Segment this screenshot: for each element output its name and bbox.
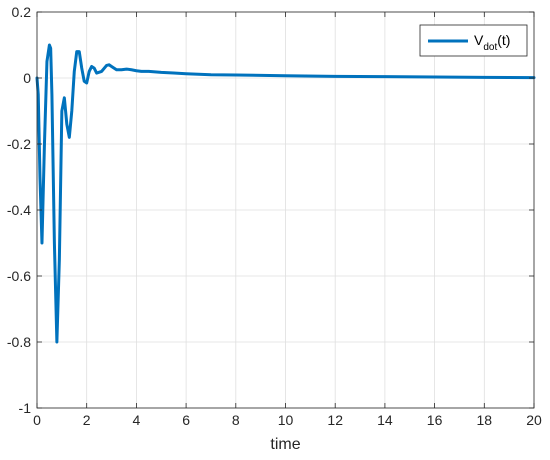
x-tick-label-7: 14 [377,412,393,428]
y-tick-label-2: -0.2 [7,136,31,152]
y-tick-label-6: -1 [19,400,32,416]
y-tick-labels: 0.2 0 -0.2 -0.4 -0.6 -0.8 -1 [7,4,31,416]
axes [36,11,535,409]
x-tick-label-1: 2 [83,412,91,428]
y-tick-label-1: 0 [23,70,31,86]
legend-label-main: V [474,32,484,48]
x-tick-label-8: 16 [427,412,443,428]
x-axis-label: time [270,436,300,453]
y-tick-label-3: -0.4 [7,202,31,218]
x-tick-label-2: 4 [133,412,141,428]
series-line-0 [35,43,536,344]
y-tick-label-4: -0.6 [7,268,31,284]
x-tick-label-9: 18 [477,412,493,428]
series-group [35,43,536,344]
legend-label-tail: (t) [497,32,510,48]
x-tick-label-10: 20 [526,412,542,428]
y-tick-label-5: -0.8 [7,334,31,350]
x-tick-label-4: 8 [232,412,240,428]
x-tick-label-3: 6 [182,412,190,428]
x-tick-label-6: 12 [327,412,343,428]
legend-label-sub: dot [483,42,497,53]
y-tick-label-0: 0.2 [12,4,32,20]
x-tick-labels: 0 2 4 6 8 10 12 14 16 18 20 [33,412,542,428]
x-tick-label-5: 10 [278,412,294,428]
x-tick-label-0: 0 [33,412,41,428]
legend: Vdot(t) [419,24,528,57]
legend-label: Vdot(t) [474,32,510,53]
